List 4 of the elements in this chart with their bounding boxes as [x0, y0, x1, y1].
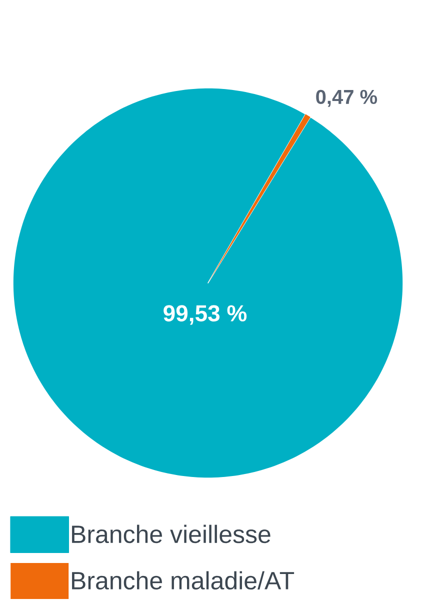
data-label: 0,47 % — [316, 90, 378, 107]
legend-label: Branche maladie/AT — [72, 571, 294, 590]
data-label: 99,53 % — [164, 305, 247, 325]
legend-label: Branche vieillesse — [72, 524, 270, 544]
